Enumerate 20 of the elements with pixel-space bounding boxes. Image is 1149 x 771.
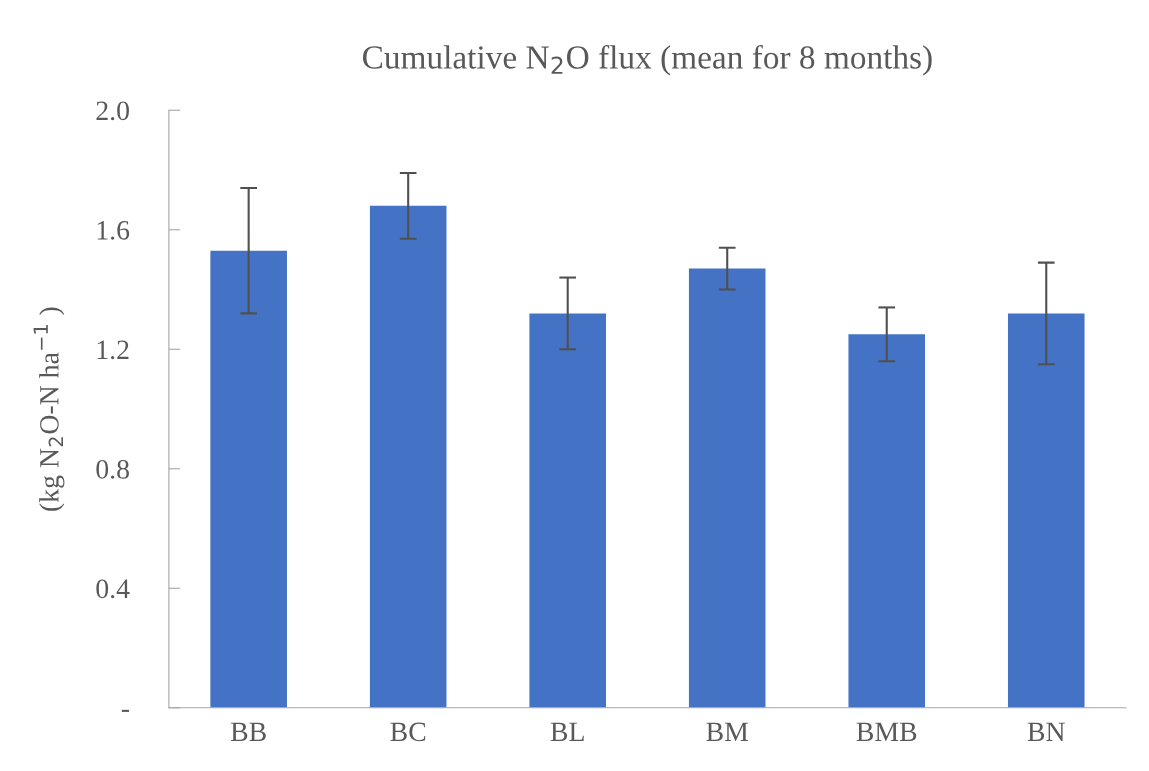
- y-tick-label: 0.4: [96, 579, 130, 599]
- bar: [369, 205, 447, 708]
- x-tick-label: BB: [230, 722, 266, 742]
- y-tick-label: 2.0: [96, 101, 129, 121]
- y-tick-label: 0.8: [96, 459, 129, 479]
- bar: [1007, 313, 1085, 708]
- x-tick-label: BMB: [856, 722, 917, 742]
- bar: [688, 268, 766, 708]
- x-tick-label: BM: [706, 722, 749, 742]
- y-tick-label: 1.2: [97, 340, 129, 360]
- bar: [848, 334, 926, 708]
- y-tick-label: 1.6: [97, 221, 130, 240]
- x-tick-label: BC: [390, 722, 426, 742]
- y-axis-title: (kg N$_{2}$O-N ha$^{−1}$ ): [33, 307, 65, 511]
- x-tick-label: BL: [550, 722, 584, 742]
- bar: [529, 313, 606, 708]
- x-tick-label: BN: [1027, 722, 1065, 742]
- y-tick-label: -: [121, 709, 130, 712]
- bar: [210, 250, 287, 708]
- chart-title: Cumulative N$_{2}$O flux (mean for 8 months): [363, 44, 932, 76]
